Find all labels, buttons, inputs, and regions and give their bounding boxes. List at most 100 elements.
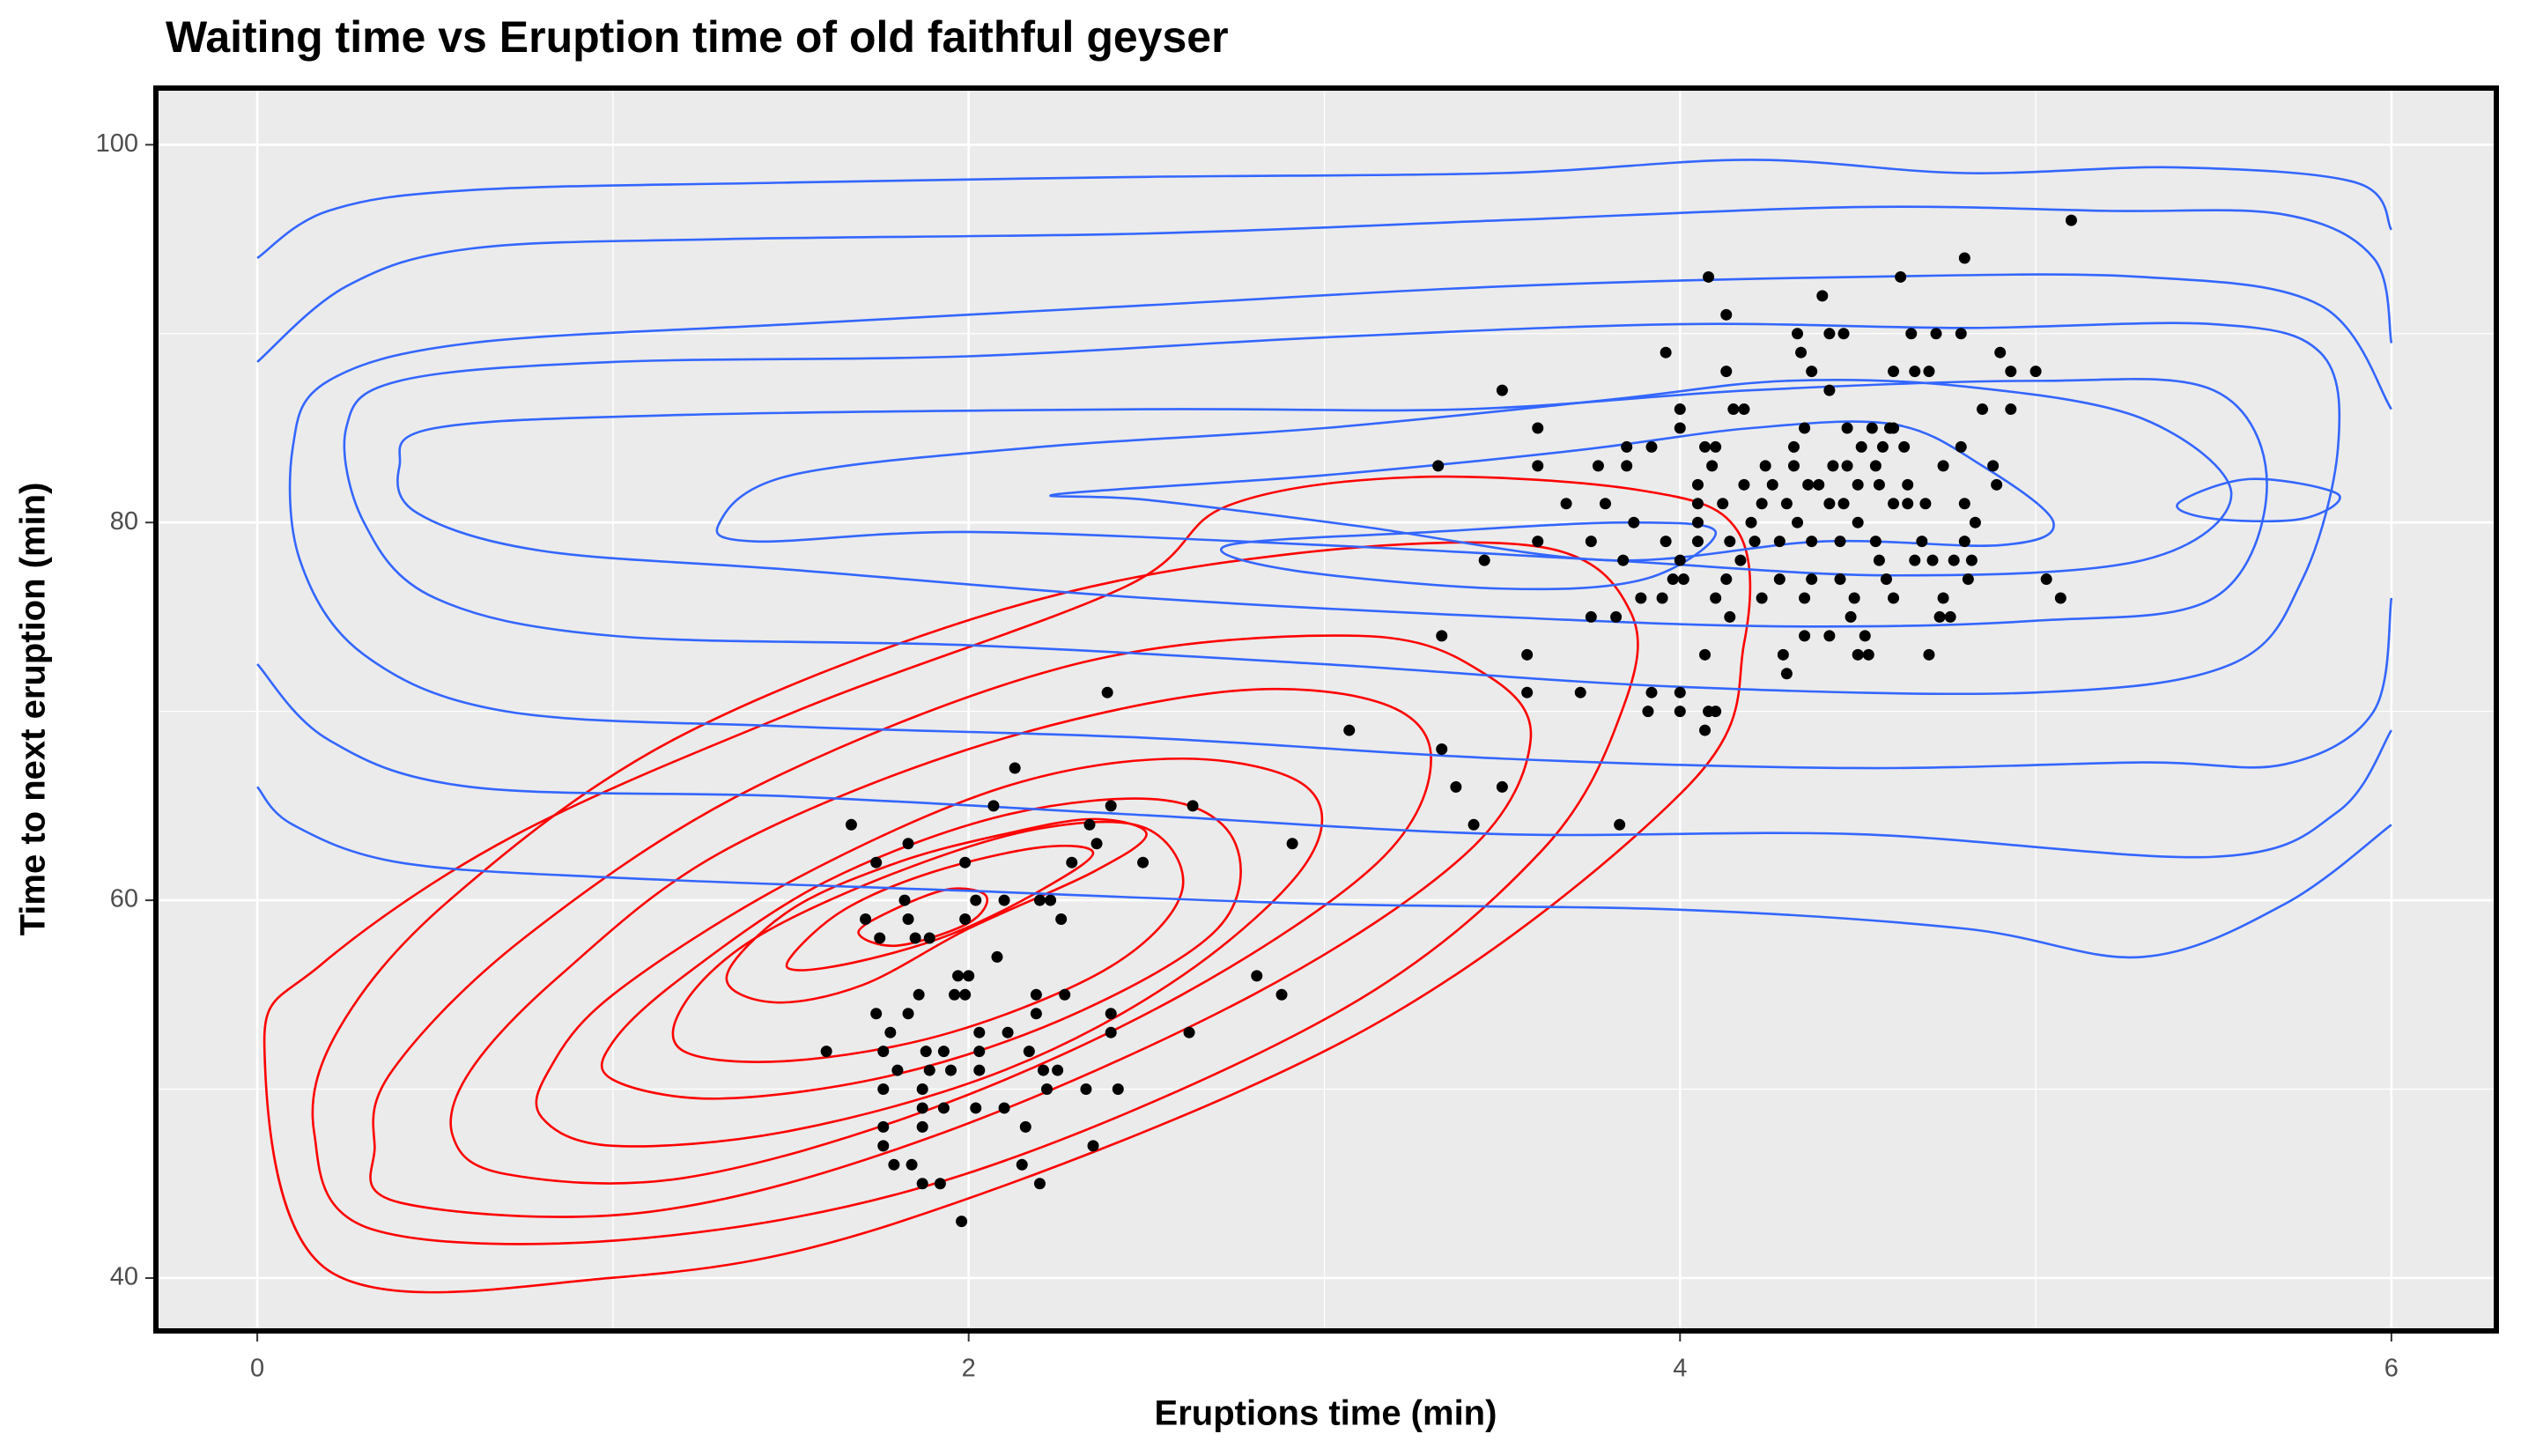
contour-line bbox=[449, 687, 1432, 1185]
data-point bbox=[2040, 573, 2052, 586]
data-point bbox=[1450, 780, 1462, 793]
data-point bbox=[959, 856, 972, 868]
data-point bbox=[870, 856, 883, 868]
data-point bbox=[1660, 346, 1672, 358]
data-point bbox=[1965, 554, 1978, 566]
data-point bbox=[1834, 573, 1846, 586]
data-point bbox=[1674, 706, 1686, 718]
contour-line bbox=[369, 634, 1533, 1218]
data-point bbox=[1112, 1083, 1124, 1096]
data-point bbox=[1792, 328, 1804, 340]
data-point bbox=[998, 1102, 1010, 1114]
x-tick-label: 6 bbox=[2384, 1355, 2399, 1383]
data-point bbox=[898, 894, 911, 906]
data-point bbox=[991, 950, 1003, 963]
data-point bbox=[2029, 366, 2042, 378]
data-point bbox=[1023, 1046, 1035, 1058]
data-point bbox=[1691, 478, 1704, 491]
data-point bbox=[1905, 328, 1918, 340]
data-point bbox=[1677, 573, 1689, 586]
data-point bbox=[1724, 610, 1736, 623]
data-point bbox=[1802, 478, 1815, 491]
data-point bbox=[1030, 1008, 1042, 1020]
data-point bbox=[1691, 498, 1704, 510]
data-point bbox=[1691, 536, 1704, 548]
data-point bbox=[1823, 498, 1836, 510]
data-point bbox=[1799, 422, 1811, 434]
data-point bbox=[1756, 592, 1768, 604]
data-point bbox=[1852, 478, 1864, 491]
x-tick-label: 4 bbox=[1673, 1355, 1687, 1383]
data-point bbox=[959, 988, 972, 1001]
data-point bbox=[1773, 573, 1785, 586]
axes: 0 2 4 6 40 60 80 100 bbox=[96, 129, 2399, 1383]
contour-line bbox=[256, 663, 2392, 859]
data-point bbox=[1521, 648, 1534, 661]
data-point bbox=[1717, 498, 1729, 510]
data-point bbox=[845, 818, 857, 831]
data-point bbox=[1745, 516, 1757, 528]
data-point bbox=[1888, 422, 1900, 434]
data-point bbox=[934, 1178, 946, 1190]
data-point bbox=[1955, 440, 1967, 453]
data-point bbox=[1994, 346, 2007, 358]
data-point bbox=[923, 1064, 935, 1076]
data-point bbox=[1873, 478, 1885, 491]
data-point bbox=[1080, 1083, 1092, 1096]
data-point bbox=[874, 932, 886, 944]
data-point bbox=[1823, 384, 1836, 396]
data-point bbox=[1738, 403, 1750, 416]
contour-line bbox=[256, 159, 2393, 260]
data-point bbox=[1468, 818, 1480, 831]
data-point bbox=[1436, 743, 1448, 756]
data-point bbox=[1859, 630, 1871, 642]
data-point bbox=[1251, 970, 1263, 982]
data-point bbox=[1845, 610, 1857, 623]
data-point bbox=[916, 1120, 928, 1133]
data-point bbox=[1926, 554, 1939, 566]
data-point bbox=[1699, 648, 1711, 661]
data-point bbox=[860, 913, 872, 926]
data-point bbox=[937, 1102, 950, 1114]
data-point bbox=[1806, 536, 1818, 548]
data-point bbox=[1919, 498, 1932, 510]
data-point bbox=[1710, 592, 1722, 604]
data-point bbox=[1720, 366, 1733, 378]
data-point bbox=[1955, 328, 1967, 340]
data-point bbox=[973, 1046, 986, 1058]
data-point bbox=[1560, 498, 1572, 510]
data-point bbox=[1621, 460, 1633, 472]
chart-title: Waiting time vs Eruption time of old fai… bbox=[166, 12, 1229, 62]
data-point bbox=[1037, 1064, 1049, 1076]
data-point bbox=[1937, 460, 1949, 472]
data-point bbox=[949, 988, 961, 1001]
data-point bbox=[1614, 818, 1626, 831]
data-point bbox=[1275, 988, 1288, 1001]
data-point bbox=[1933, 610, 1946, 623]
data-point bbox=[970, 894, 982, 906]
data-point bbox=[920, 1046, 932, 1058]
data-point bbox=[902, 1008, 914, 1020]
data-point bbox=[906, 1158, 918, 1171]
data-point bbox=[1045, 894, 1057, 906]
data-point bbox=[1876, 440, 1889, 453]
data-point bbox=[1823, 328, 1836, 340]
data-point bbox=[1991, 478, 2003, 491]
data-point bbox=[1105, 800, 1117, 812]
data-point bbox=[1888, 366, 1900, 378]
data-point bbox=[1977, 403, 1989, 416]
data-point bbox=[1958, 498, 1970, 510]
data-point bbox=[2005, 366, 2017, 378]
data-point bbox=[888, 1158, 900, 1171]
data-point bbox=[1777, 648, 1789, 661]
data-point bbox=[1137, 856, 1150, 868]
data-point bbox=[916, 1102, 928, 1114]
contour-line bbox=[256, 786, 2392, 959]
data-point bbox=[1674, 403, 1686, 416]
data-point bbox=[1002, 1026, 1014, 1038]
data-point bbox=[952, 970, 965, 982]
data-point bbox=[1948, 554, 1960, 566]
data-point bbox=[1105, 1026, 1117, 1038]
data-point bbox=[1087, 1140, 1099, 1152]
data-point bbox=[913, 988, 925, 1001]
